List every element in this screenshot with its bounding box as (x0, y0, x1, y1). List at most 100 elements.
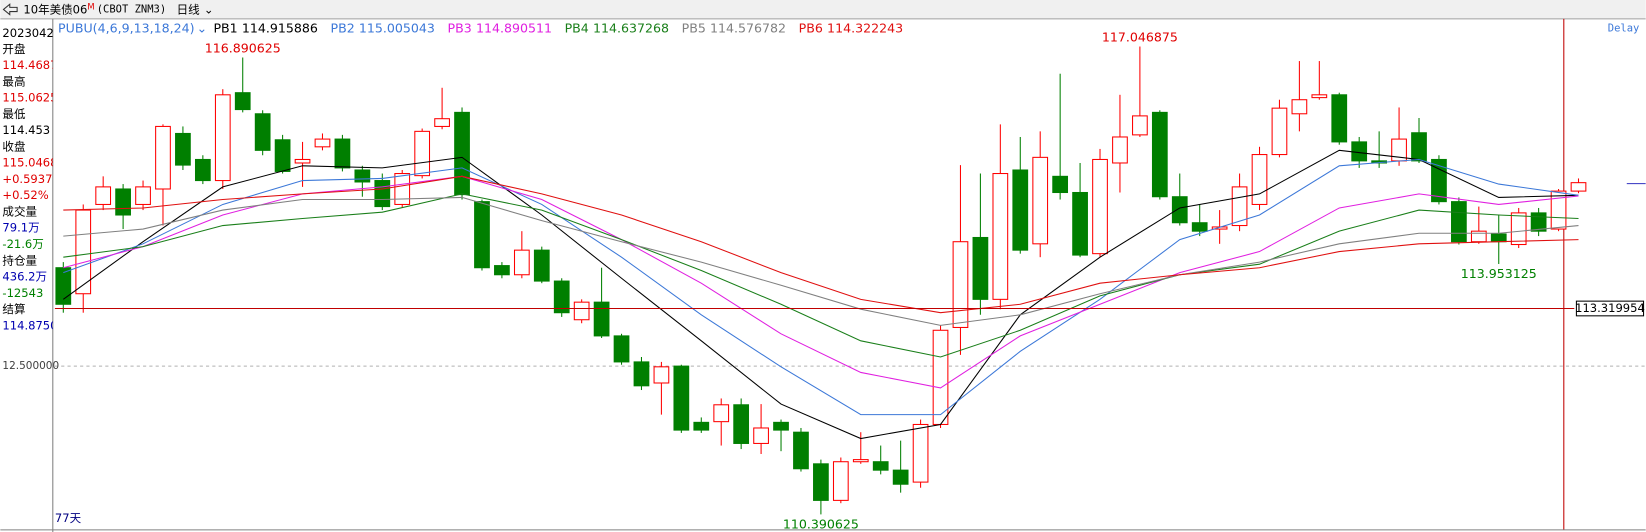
legend-value: 114.637268 (593, 20, 669, 35)
candle-body (1550, 190, 1567, 230)
info-row: 结算 (2, 302, 25, 316)
candle-body (852, 459, 869, 463)
candle-body (573, 301, 590, 321)
candle-body (1052, 175, 1069, 194)
ma-line (63, 175, 1579, 314)
candle-body (454, 111, 470, 196)
info-row: 114.8750 (2, 318, 57, 332)
candle-body (693, 421, 710, 431)
candle-body (813, 463, 829, 501)
back-icon[interactable] (2, 3, 18, 16)
candle-body (1151, 111, 1168, 198)
info-row: 成交量 (2, 204, 37, 218)
candle-body (1470, 230, 1487, 243)
indicator-chevron[interactable]: ⌄ (197, 20, 208, 35)
info-row: +0.5937 (2, 172, 52, 186)
ma-line (63, 193, 1579, 358)
legend-value: 114.890511 (476, 20, 552, 35)
legend-name: PB5 (682, 20, 706, 35)
candle-body (1451, 201, 1467, 243)
candle-body (234, 92, 251, 111)
info-row: 持仓量 (2, 253, 37, 267)
info-row: 115.0468 (2, 156, 57, 170)
info-row: -21.6万 (2, 237, 43, 251)
candle-body (354, 169, 371, 183)
candle-body (1291, 99, 1308, 115)
candle-body (1072, 191, 1088, 256)
candle-body (334, 138, 351, 169)
ma-line (63, 196, 1579, 326)
info-row: 114.4687 (2, 58, 57, 72)
candle-body (1490, 233, 1507, 243)
candle-body (832, 461, 849, 501)
candle-body (992, 173, 1009, 300)
legend-name: PB3 (448, 20, 472, 35)
info-row: 最低 (2, 107, 26, 121)
candle-body (653, 366, 670, 384)
legend-name: PB2 (331, 20, 355, 35)
candle-body (1112, 136, 1128, 164)
candle-body (1530, 212, 1547, 232)
candle-body (533, 249, 550, 282)
candle-body (1012, 169, 1029, 251)
info-row: 最高 (2, 74, 25, 88)
info-row: 79.1万 (2, 221, 39, 235)
y-tick-label: 12.500000 (2, 360, 59, 372)
candle-body (713, 404, 730, 423)
candle-body (155, 125, 171, 190)
candle-body (793, 431, 809, 470)
candle-body (75, 209, 92, 295)
info-row: 114.453 (2, 123, 50, 137)
info-row: -12543 (2, 286, 43, 300)
candle-body (733, 404, 750, 444)
info-row: 436.2万 (2, 270, 47, 284)
candle-body (753, 427, 769, 444)
low-label: 113.953125 (1461, 266, 1537, 281)
toolbar-title: 10年美债06M (CBOT ZNM3) 日线 ⌄ (23, 1, 213, 16)
candle-body (115, 188, 131, 216)
delay: Delay (1608, 22, 1640, 34)
candle-body (872, 461, 889, 471)
last-price-box (1575, 300, 1645, 317)
title: 10年美债06 (23, 2, 87, 16)
candle-body (1431, 158, 1447, 203)
candle-body (214, 94, 231, 182)
period[interactable]: 日线 (177, 2, 201, 16)
candle-body (294, 158, 311, 164)
legend-name: PB1 (213, 20, 237, 35)
indicator: PUBU(4,6,9,13,18,24) (58, 20, 194, 35)
candle-body (1251, 154, 1268, 205)
ma-line (63, 175, 1579, 389)
candle-body (434, 118, 450, 127)
ma-line (63, 158, 1579, 416)
legend-name: PB4 (565, 20, 589, 35)
candle-body (95, 186, 112, 205)
info-row: 收盘 (2, 139, 26, 153)
candle-body (633, 361, 650, 387)
candle-body (494, 265, 510, 276)
info-row: 115.0625 (2, 91, 57, 105)
legend-name: PB6 (799, 20, 823, 35)
candle-body (254, 113, 271, 151)
candle-body (194, 158, 211, 182)
legend-value: 114.322243 (827, 20, 903, 35)
info-row: 开盘 (2, 42, 26, 56)
high-label: 116.890625 (205, 41, 281, 56)
candle-body (1271, 107, 1288, 156)
symbol: (CBOT ZNM3) (97, 3, 166, 15)
title-flag: M (87, 1, 94, 11)
candle-body (673, 365, 690, 431)
info-row: +0.52% (2, 188, 48, 202)
candle-body (773, 421, 789, 431)
candle-body (1351, 141, 1368, 162)
period-chevron[interactable]: ⌄ (204, 2, 214, 16)
candle-body (314, 138, 331, 148)
candle-body (135, 186, 151, 205)
candle-body (972, 236, 989, 300)
candle-body (374, 180, 391, 208)
candle-body (892, 469, 909, 485)
candle-body (1092, 158, 1108, 255)
candle-body (55, 267, 72, 305)
candle-body (1411, 132, 1427, 162)
